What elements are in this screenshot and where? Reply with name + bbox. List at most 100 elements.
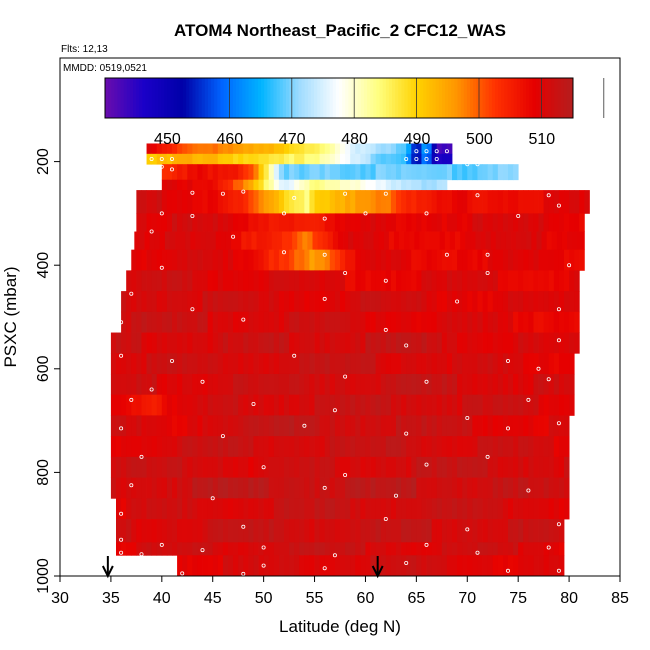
colorbar-segment	[360, 78, 365, 118]
heatmap-cell	[543, 353, 550, 375]
sample-point	[444, 149, 449, 154]
heatmap-cell	[243, 249, 249, 271]
colorbar-segment	[232, 78, 237, 118]
heatmap-cell	[182, 291, 188, 313]
heatmap-cell	[396, 153, 402, 165]
heatmap-cell	[172, 415, 178, 437]
heatmap-cell	[319, 332, 326, 354]
heatmap-cell	[324, 477, 331, 499]
colorbar-segment	[179, 78, 184, 118]
heatmap-cell	[446, 477, 453, 499]
heatmap-cell	[452, 415, 458, 437]
heatmap-cell	[513, 249, 519, 271]
colorbar-segment	[566, 78, 571, 118]
heatmap-cell	[248, 519, 254, 543]
heatmap-cell	[457, 456, 463, 478]
heatmap-cell	[161, 353, 168, 375]
heatmap-cell	[385, 555, 392, 577]
heatmap-cell	[497, 555, 504, 577]
heatmap-cell	[299, 555, 305, 577]
heatmap-cell	[289, 143, 295, 155]
heatmap-cell	[228, 477, 234, 499]
heatmap-cell	[172, 190, 178, 214]
heatmap-cell	[365, 436, 371, 458]
colorbar-tick-label: 450	[154, 131, 181, 148]
heatmap-cell	[284, 153, 290, 165]
heatmap-cell	[426, 555, 433, 577]
heatmap-row	[161, 164, 519, 181]
heatmap-cell	[462, 213, 468, 232]
heatmap-cell	[518, 353, 524, 375]
heatmap-cell	[497, 498, 504, 520]
heatmap-cell	[202, 190, 209, 214]
heatmap-cell	[126, 436, 132, 458]
heatmap-cell	[431, 249, 438, 271]
heatmap-cell	[304, 153, 310, 165]
heatmap-cell	[271, 231, 278, 251]
heatmap-cell	[533, 311, 539, 333]
sample-point	[159, 164, 164, 169]
heatmap-cell	[141, 436, 147, 458]
heatmap-cell	[126, 415, 132, 437]
heatmap-cell	[543, 249, 550, 271]
heatmap-cell	[477, 190, 483, 214]
sample-point	[261, 563, 266, 568]
heatmap-cell	[558, 394, 565, 416]
heatmap-cell	[161, 153, 168, 165]
heatmap-cell	[385, 190, 392, 214]
sample-point	[546, 377, 551, 382]
heatmap-cell	[309, 394, 315, 416]
heatmap-cell	[528, 415, 534, 437]
heatmap-cell	[238, 143, 244, 155]
colorbar-segment	[335, 78, 340, 118]
heatmap-cell	[401, 190, 407, 214]
heatmap-cell	[278, 542, 285, 556]
heatmap-cell	[487, 477, 494, 499]
heatmap-cell	[177, 456, 183, 478]
heatmap-cell	[467, 542, 473, 556]
heatmap-cell	[228, 153, 234, 165]
heatmap-cell	[380, 542, 387, 556]
heatmap-cell	[390, 213, 397, 232]
colorbar-segment	[538, 78, 543, 118]
heatmap-cell	[304, 270, 310, 292]
heatmap-cell	[396, 456, 402, 478]
colorbar-segment	[257, 78, 262, 118]
heatmap-cell	[332, 231, 339, 251]
heatmap-cell	[467, 555, 473, 577]
heatmap-cell	[396, 311, 402, 333]
heatmap-cell	[258, 153, 265, 165]
colorbar-segment	[392, 78, 396, 118]
heatmap-cell	[462, 498, 468, 520]
heatmap-cell	[497, 332, 504, 354]
heatmap-cell	[457, 498, 463, 520]
heatmap-cell	[324, 415, 331, 437]
heatmap-cell	[233, 436, 239, 458]
heatmap-cell	[477, 436, 483, 458]
heatmap-cell	[228, 291, 234, 313]
heatmap-cell	[538, 394, 545, 416]
heatmap-cell	[197, 143, 203, 155]
heatmap-cell	[166, 498, 173, 520]
heatmap-cell	[350, 542, 356, 556]
heatmap-cell	[222, 456, 229, 478]
heatmap-cell	[202, 519, 209, 543]
heatmap-cell	[455, 231, 461, 251]
heatmap-cell	[144, 231, 150, 251]
heatmap-cell	[177, 353, 183, 375]
heatmap-cell	[457, 164, 463, 181]
heatmap-cell	[569, 249, 575, 271]
heatmap-cell	[187, 519, 193, 543]
heatmap-cell	[370, 153, 377, 165]
heatmap-cell	[363, 231, 369, 251]
heatmap-cell	[233, 153, 239, 165]
heatmap-cell	[390, 555, 397, 577]
heatmap-cell	[197, 415, 203, 437]
heatmap-cell	[253, 153, 259, 165]
heatmap-cell	[233, 394, 239, 416]
heatmap-cell	[309, 498, 315, 520]
heatmap-cell	[233, 456, 239, 478]
heatmap-cell	[299, 179, 305, 191]
heatmap-cell	[294, 164, 300, 181]
heatmap-cell	[370, 436, 377, 458]
